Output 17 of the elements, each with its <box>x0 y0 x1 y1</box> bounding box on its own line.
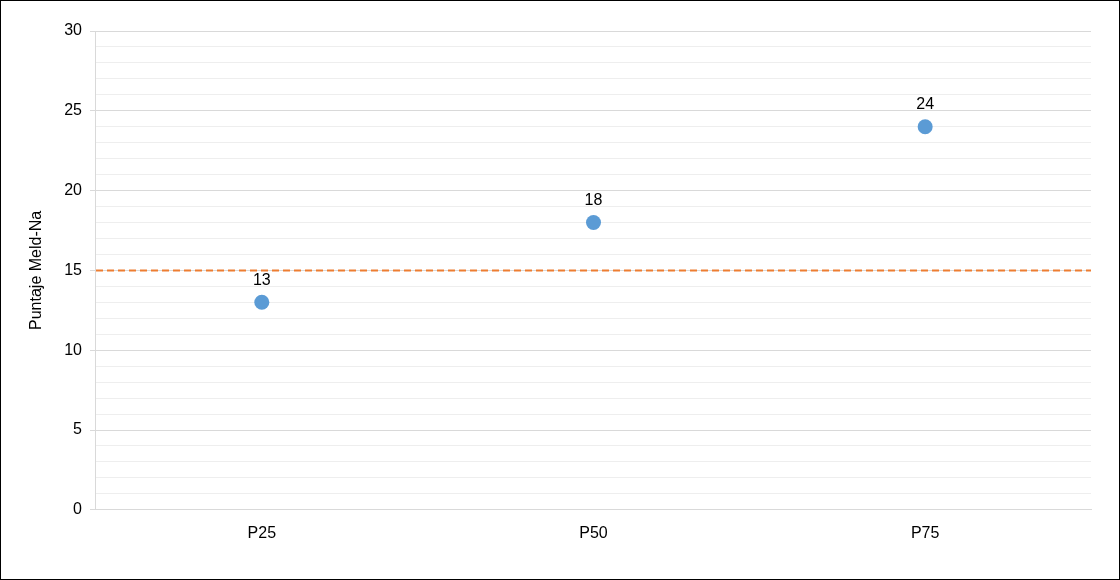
x-tick-label: P50 <box>579 523 608 541</box>
data-label: 13 <box>252 270 271 288</box>
y-tick-label: 15 <box>64 260 83 278</box>
x-tick-label: P75 <box>910 523 940 541</box>
point <box>917 119 933 135</box>
point <box>586 215 601 231</box>
y-tick-label: 20 <box>64 181 83 199</box>
y-tick-label: 0 <box>73 500 83 518</box>
data-label: 24 <box>916 95 935 113</box>
point <box>254 294 270 310</box>
y-tick-label: 30 <box>64 21 83 39</box>
y-tick-label: 25 <box>64 101 83 119</box>
y-tick-label: 10 <box>64 340 83 358</box>
x-tick-label: P25 <box>247 523 277 541</box>
data-label: 18 <box>584 190 603 208</box>
y-axis-title: Puntaje Meld-Na <box>27 210 45 330</box>
y-tick-label: 5 <box>73 420 83 438</box>
